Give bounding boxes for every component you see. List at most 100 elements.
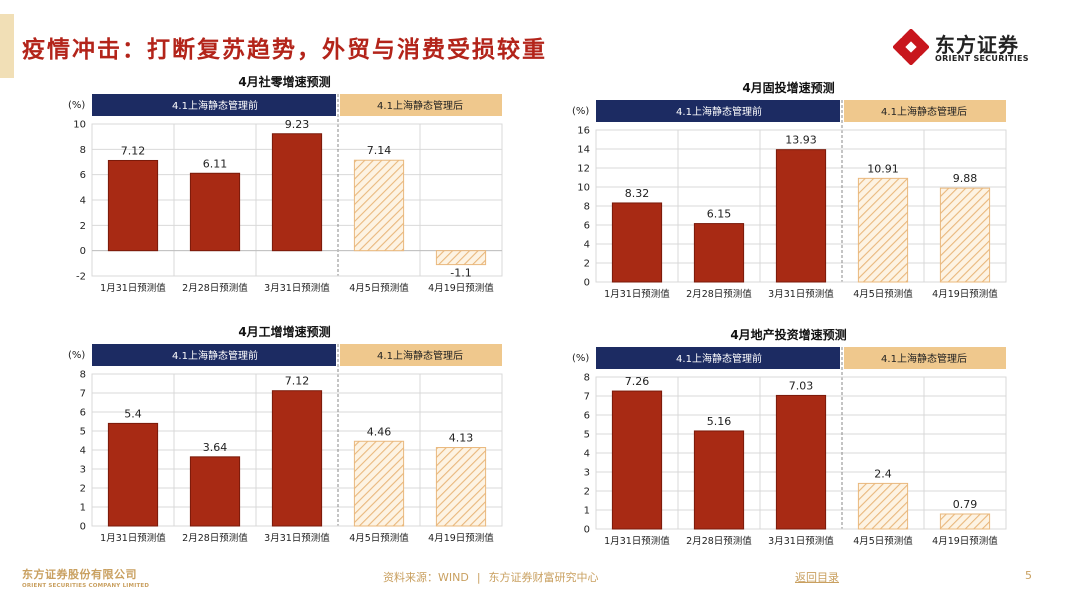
chart-retail-sales-forecast: 4月社零增速预测 (%) 4.1上海静态管理前 4.1上海静态管理后 -2 0 2 4 6 8 10… [62, 72, 507, 302]
bar-after [353, 159, 405, 252]
x-tick-label: 4月5日预测值 [853, 288, 913, 300]
bar-value-label: 9.23 [285, 118, 310, 131]
bar-after [435, 447, 487, 527]
y-tick-label: 5 [80, 427, 86, 438]
x-tick-label: 4月5日预测值 [349, 532, 409, 544]
period-before-label: 4.1上海静态管理前 [172, 99, 258, 112]
logo-text-en: ORIENT SECURITIES [935, 54, 1029, 63]
source-text: 资料来源：WIND [383, 571, 469, 584]
bar-value-label: 7.26 [625, 375, 650, 388]
footer-company-name-en: ORIENT SECURITIES COMPANY LIMITED [22, 583, 150, 589]
bar-before [775, 149, 827, 283]
y-tick-label: 0 [80, 246, 86, 257]
y-tick-label: 10 [73, 120, 86, 131]
bar-value-label: 10.91 [867, 162, 899, 175]
x-tick-label: 1月31日预测值 [100, 282, 166, 294]
y-tick-label: 3 [80, 465, 86, 476]
bar-value-label: 9.88 [953, 172, 978, 185]
y-tick-label: 16 [577, 126, 590, 137]
x-tick-label: 2月28日预测值 [182, 282, 248, 294]
bar-before [107, 422, 159, 527]
bar-after [939, 513, 991, 530]
y-tick-label: 10 [577, 183, 590, 194]
y-tick-label: 4 [584, 240, 590, 251]
y-tick-label: 2 [584, 259, 590, 270]
period-after-label: 4.1上海静态管理后 [881, 105, 967, 118]
logo-text: 东方证券 [935, 33, 1019, 57]
y-tick-label: 6 [584, 411, 590, 422]
bar-value-label: 8.32 [625, 187, 650, 200]
period-after-label: 4.1上海静态管理后 [377, 349, 463, 362]
bar-value-label: 5.4 [124, 407, 142, 420]
bar-value-label: 7.12 [121, 144, 146, 157]
y-axis-unit-label: (%) [572, 106, 589, 117]
x-tick-label: 1月31日预测值 [604, 288, 670, 300]
chart-title: 4月社零增速预测 [238, 74, 330, 89]
y-axis-unit-label: (%) [68, 100, 85, 111]
period-band-before [92, 94, 336, 116]
x-tick-label: 1月31日预测值 [604, 535, 670, 547]
y-tick-label: 14 [577, 145, 590, 156]
x-tick-label: 4月19日预测值 [428, 532, 494, 544]
bar-after [939, 187, 991, 283]
x-tick-label: 3月31日预测值 [264, 282, 330, 294]
bar-value-label: 7.03 [789, 379, 814, 392]
period-before-label: 4.1上海静态管理前 [172, 349, 258, 362]
bar-before [189, 172, 241, 252]
y-tick-label: 8 [80, 370, 86, 381]
y-tick-label: 6 [584, 221, 590, 232]
x-tick-label: 1月31日预测值 [100, 532, 166, 544]
bar-before [775, 394, 827, 530]
footer-company-name: 东方证券股份有限公司 [22, 568, 137, 581]
chart-fixed-investment-svg: 4月固投增速预测 (%) 4.1上海静态管理前 4.1上海静态管理后 0 2 4 6 8 10 12… [572, 80, 1007, 300]
page-title: 疫情冲击：打断复苏趋势，外贸与消费受损较重 [22, 36, 547, 63]
x-tick-label: 3月31日预测值 [768, 535, 834, 547]
x-tick-label: 2月28日预测值 [182, 532, 248, 544]
side-accent-bar [0, 14, 14, 78]
chart-real-estate-investment-forecast: 4月地产投资增速预测 (%) 4.1上海静态管理前 4.1上海静态管理后 0 1 2 3 4 5 6… [566, 325, 1011, 555]
chart-industrial-output-forecast: 4月工增增速预测 (%) 4.1上海静态管理前 4.1上海静态管理后 0 1 2 3 4 5 6 7 8… [62, 322, 507, 552]
y-tick-label: 2 [80, 484, 86, 495]
footer-source: 资料来源：WIND | 东方证券财富研究中心 [383, 569, 599, 585]
y-tick-label: 7 [80, 389, 86, 400]
bar-before [693, 223, 745, 283]
bar-value-label: 6.11 [203, 157, 228, 170]
back-to-contents-link[interactable]: 返回目录 [795, 571, 839, 584]
y-tick-label: 5 [584, 430, 590, 441]
period-before-label: 4.1上海静态管理前 [676, 352, 762, 365]
y-tick-label: 1 [80, 503, 86, 514]
y-tick-label: 6 [80, 170, 86, 181]
y-tick-label: 4 [584, 449, 590, 460]
bar-value-label: 7.12 [285, 375, 310, 388]
x-tick-label: 4月5日预测值 [349, 282, 409, 294]
y-axis-unit-label: (%) [68, 350, 85, 361]
chart-real-estate-investment-svg: 4月地产投资增速预测 (%) 4.1上海静态管理前 4.1上海静态管理后 0 1 2 3 4 5 6… [572, 327, 1007, 547]
x-tick-label: 2月28日预测值 [686, 288, 752, 300]
y-tick-label: 0 [584, 278, 590, 289]
page-number: 5 [1025, 569, 1032, 582]
footer-company: 东方证券股份有限公司 ORIENT SECURITIES COMPANY LIM… [22, 566, 149, 589]
period-after-label: 4.1上海静态管理后 [881, 352, 967, 365]
bar-value-label: 6.15 [707, 208, 732, 221]
chart-fixed-investment-forecast: 4月固投增速预测 (%) 4.1上海静态管理前 4.1上海静态管理后 0 2 4 6 8 10 12… [566, 78, 1011, 308]
x-tick-label: 4月19日预测值 [932, 288, 998, 300]
y-tick-label: 4 [80, 446, 86, 457]
bar-before [189, 456, 241, 527]
bar-value-label: -1.1 [450, 267, 471, 280]
y-tick-label: 1 [584, 506, 590, 517]
y-tick-label: 8 [584, 373, 590, 384]
y-tick-label: 2 [584, 487, 590, 498]
bar-before [693, 430, 745, 530]
y-tick-label: 12 [577, 164, 590, 175]
bar-value-label: 5.16 [707, 415, 732, 428]
bar-after [435, 250, 487, 266]
period-band-before [596, 347, 840, 369]
x-tick-label: 4月5日预测值 [853, 535, 913, 547]
chart-title: 4月固投增速预测 [742, 80, 834, 95]
bar-before [611, 390, 663, 530]
chart-industrial-output-svg: 4月工增增速预测 (%) 4.1上海静态管理前 4.1上海静态管理后 0 1 2 3 4 5 6 7 8… [68, 324, 503, 544]
bar-after [857, 482, 909, 530]
x-tick-label: 3月31日预测值 [264, 532, 330, 544]
period-band-after [844, 100, 1006, 122]
plot-frame [91, 123, 503, 277]
